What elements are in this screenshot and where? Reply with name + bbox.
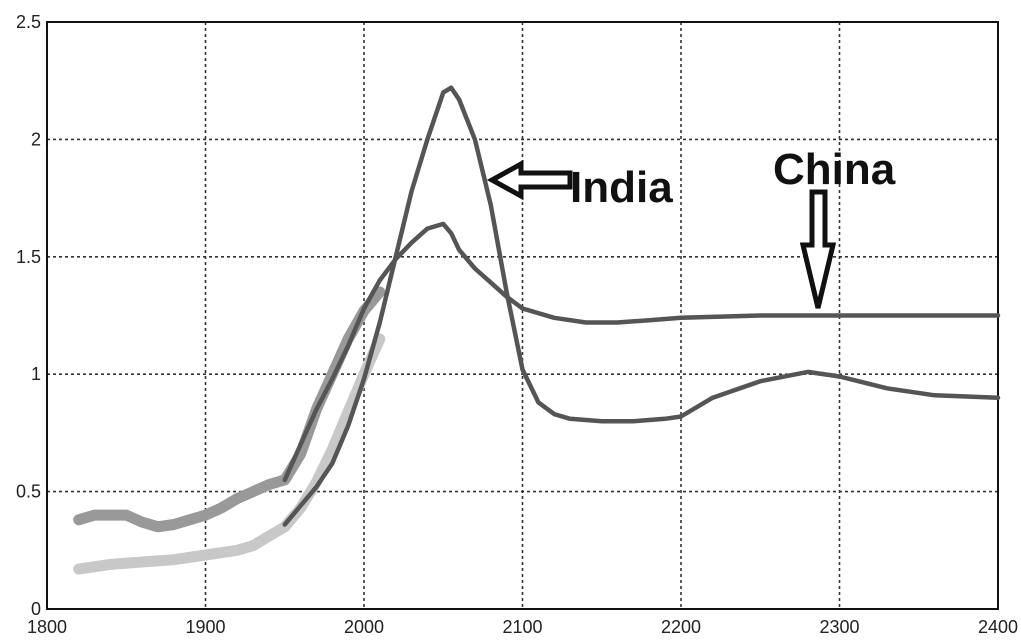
y-tick-label: 2.5 bbox=[16, 12, 41, 32]
y-tick-label: 0 bbox=[31, 599, 41, 619]
x-tick-label: 2400 bbox=[978, 617, 1018, 637]
india-observed-line bbox=[73, 333, 386, 575]
china-label: China bbox=[773, 145, 896, 194]
india-model-line bbox=[282, 85, 1001, 527]
y-tick-label: 1.5 bbox=[16, 247, 41, 267]
china-model-line bbox=[282, 221, 1001, 483]
india-arrow bbox=[486, 159, 573, 201]
x-tick-label: 1800 bbox=[27, 617, 67, 637]
y-tick-label: 1 bbox=[31, 364, 41, 384]
x-tick-label: 2300 bbox=[819, 617, 859, 637]
x-tick-label: 2000 bbox=[344, 617, 384, 637]
china-arrow bbox=[799, 189, 837, 309]
x-tick-label: 1900 bbox=[185, 617, 225, 637]
y-tick-label: 0.5 bbox=[16, 482, 41, 502]
x-tick-label: 2100 bbox=[502, 617, 542, 637]
y-tick-label: 2 bbox=[31, 129, 41, 149]
tick-labels: 1800 1900 2000 2100 2200 2300 2400 0 0.5 1 1.5 2 2.5 bbox=[16, 12, 1018, 637]
annotations: India China bbox=[486, 145, 896, 309]
x-tick-label: 2200 bbox=[661, 617, 701, 637]
series-lines bbox=[73, 85, 1001, 575]
india-label: India bbox=[570, 163, 673, 212]
